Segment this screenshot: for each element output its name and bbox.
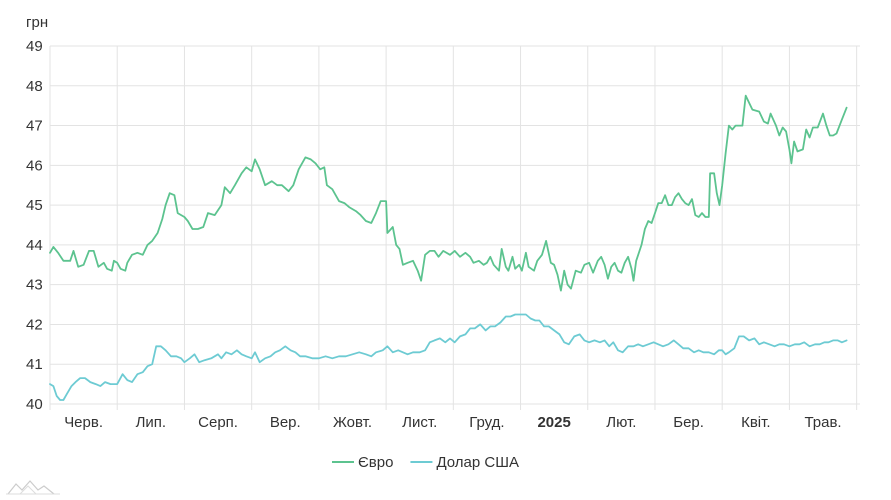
series-line-0: [49, 94, 848, 292]
legend-label: Євро: [358, 454, 393, 471]
grid: [49, 45, 860, 410]
x-tick-label: Квіт.: [741, 414, 770, 431]
x-tick-label: 2025: [537, 414, 570, 431]
legend-item-0[interactable]: Євро: [332, 454, 393, 471]
legend[interactable]: Євро Долар США: [332, 454, 519, 471]
x-tick-label: Лист.: [402, 414, 437, 431]
y-tick-label: 42: [26, 316, 43, 333]
x-tick-label: Черв.: [64, 414, 103, 431]
x-tick-label: Серп.: [198, 414, 238, 431]
x-tick-label: Жовт.: [333, 414, 372, 431]
y-tick-label: 47: [26, 118, 43, 135]
x-tick-label: Груд.: [469, 414, 504, 431]
legend-label: Долар США: [436, 454, 519, 471]
y-tick-label: 44: [26, 237, 43, 254]
series-line-1: [49, 313, 848, 401]
y-tick-label: 48: [26, 78, 43, 95]
y-tick-label: 46: [26, 157, 43, 174]
logo-mountains-icon: [6, 480, 60, 495]
x-tick-label: Вер.: [270, 414, 301, 431]
y-tick-label: 45: [26, 197, 43, 214]
x-tick-label: Лют.: [606, 414, 636, 431]
y-tick-label: 41: [26, 356, 43, 373]
y-axis-unit-label: грн: [26, 14, 48, 31]
x-tick-label: Лип.: [136, 414, 167, 431]
series-lines: [49, 94, 848, 401]
y-tick-label: 43: [26, 277, 43, 294]
x-tick-label: Бер.: [673, 414, 704, 431]
y-tick-label: 40: [26, 396, 43, 413]
x-tick-label: Трав.: [804, 414, 841, 431]
x-axis-ticks: Черв. Лип. Серп. Вер. Жовт. Лист. Груд. 2025 Лют…: [64, 414, 841, 431]
y-tick-label: 49: [26, 38, 43, 55]
y-axis-ticks: 40 41 42 43 44 45 46 47 48 49: [26, 38, 43, 413]
legend-item-1[interactable]: Долар США: [410, 454, 519, 471]
